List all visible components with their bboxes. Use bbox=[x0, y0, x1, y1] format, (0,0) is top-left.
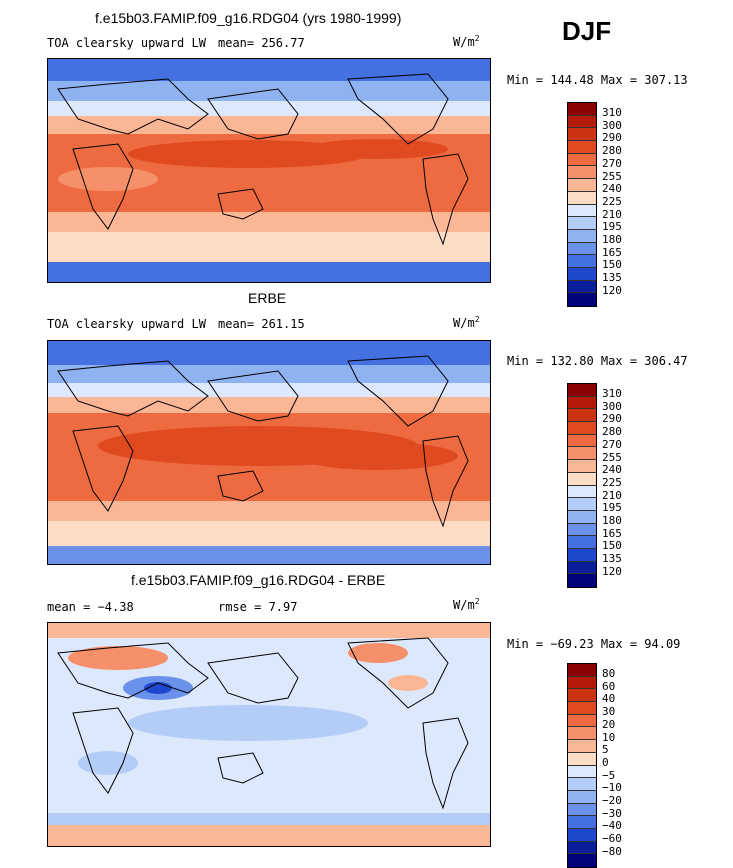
colorbar-tick-label: 210 bbox=[602, 488, 622, 502]
colorbar-tick-label: −20 bbox=[602, 794, 622, 807]
colorbar-tick-label: 0 bbox=[602, 755, 609, 769]
colorbar-tick-label: 300 bbox=[602, 118, 622, 132]
panel2-map bbox=[47, 340, 491, 565]
panel2-minmax: Min = 132.80 Max = 306.47 bbox=[507, 354, 688, 368]
colorbar-tick-label: 280 bbox=[602, 144, 622, 158]
colorbar-tick-label: −80 bbox=[602, 844, 622, 858]
colorbar-tick-label: 195 bbox=[602, 220, 622, 234]
colorbar-tick-label: 120 bbox=[602, 564, 622, 578]
colorbar-tick-label: 300 bbox=[602, 399, 622, 413]
colorbar-tick-label: 180 bbox=[602, 233, 622, 246]
colorbar-tick-label: 180 bbox=[602, 514, 622, 527]
colorbar-tick-label: 120 bbox=[602, 283, 622, 297]
colorbar-tick-label: 40 bbox=[602, 692, 616, 706]
panel2-field-label: TOA clearsky upward LW bbox=[47, 317, 206, 331]
colorbar-tick-label: 135 bbox=[602, 552, 622, 566]
colorbar-tick-label: −5 bbox=[602, 768, 616, 782]
colorbar-tick-label: 30 bbox=[602, 705, 616, 719]
colorbar-tick-label: 280 bbox=[602, 425, 622, 439]
colorbar-tick-label: 255 bbox=[602, 450, 622, 464]
colorbar-tick-label: 240 bbox=[602, 182, 622, 196]
colorbar-tick-label: 310 bbox=[602, 387, 622, 400]
colorbar-tick-label: 240 bbox=[602, 463, 622, 477]
panel3-minmax: Min = −69.23 Max = 94.09 bbox=[507, 637, 681, 651]
colorbar-tick-label: 225 bbox=[602, 194, 622, 208]
panel3-map bbox=[47, 622, 491, 847]
panel3-mean: mean = −4.38 bbox=[47, 600, 134, 614]
panel3-colorbar bbox=[567, 663, 597, 868]
panel3-rmse: rmse = 7.97 bbox=[218, 600, 298, 614]
colorbar-tick-label: −40 bbox=[602, 819, 622, 833]
panel1-map bbox=[47, 58, 491, 283]
panel2-title: ERBE bbox=[248, 290, 287, 306]
colorbar-tick-label: 10 bbox=[602, 730, 616, 744]
panel2-units: W/m2 bbox=[453, 315, 480, 330]
colorbar-tick-label: 165 bbox=[602, 245, 622, 259]
colorbar-tick-label: 165 bbox=[602, 526, 622, 540]
colorbar-tick-label: 270 bbox=[602, 437, 622, 451]
colorbar-tick-label: 135 bbox=[602, 271, 622, 285]
colorbar-tick-label: 225 bbox=[602, 475, 622, 489]
colorbar-tick-label: 80 bbox=[602, 667, 616, 680]
colorbar-tick-label: 60 bbox=[602, 679, 616, 693]
figure-title: f.e15b03.FAMIP.f09_g16.RDG04 (yrs 1980-1… bbox=[95, 10, 402, 26]
panel2-colorbar bbox=[567, 383, 597, 588]
colorbar-tick-label: −60 bbox=[602, 832, 622, 846]
colorbar-tick-label: 150 bbox=[602, 539, 622, 553]
colorbar-tick-label: −30 bbox=[602, 806, 622, 820]
colorbar-tick-label: 150 bbox=[602, 258, 622, 272]
panel1-mean: mean= 256.77 bbox=[218, 36, 305, 50]
colorbar-tick-label: 255 bbox=[602, 169, 622, 183]
panel1-units: W/m2 bbox=[453, 34, 480, 49]
colorbar-tick-label: 290 bbox=[602, 131, 622, 145]
panel3-units: W/m2 bbox=[453, 597, 480, 612]
colorbar-tick-label: 195 bbox=[602, 501, 622, 515]
colorbar-tick-label: 270 bbox=[602, 156, 622, 170]
colorbar-tick-label: 20 bbox=[602, 717, 616, 731]
colorbar-tick-label: 290 bbox=[602, 412, 622, 426]
panel1-minmax: Min = 144.48 Max = 307.13 bbox=[507, 73, 688, 87]
colorbar-tick-label: 5 bbox=[602, 743, 609, 757]
panel2-mean: mean= 261.15 bbox=[218, 317, 305, 331]
panel1-field-label: TOA clearsky upward LW bbox=[47, 36, 206, 50]
colorbar-tick-label: 210 bbox=[602, 207, 622, 221]
season-label: DJF bbox=[562, 16, 612, 46]
colorbar-tick-label: −10 bbox=[602, 781, 622, 795]
panel1-colorbar bbox=[567, 102, 597, 307]
panel3-title: f.e15b03.FAMIP.f09_g16.RDG04 - ERBE bbox=[131, 572, 386, 588]
colorbar-tick-label: 310 bbox=[602, 106, 622, 119]
